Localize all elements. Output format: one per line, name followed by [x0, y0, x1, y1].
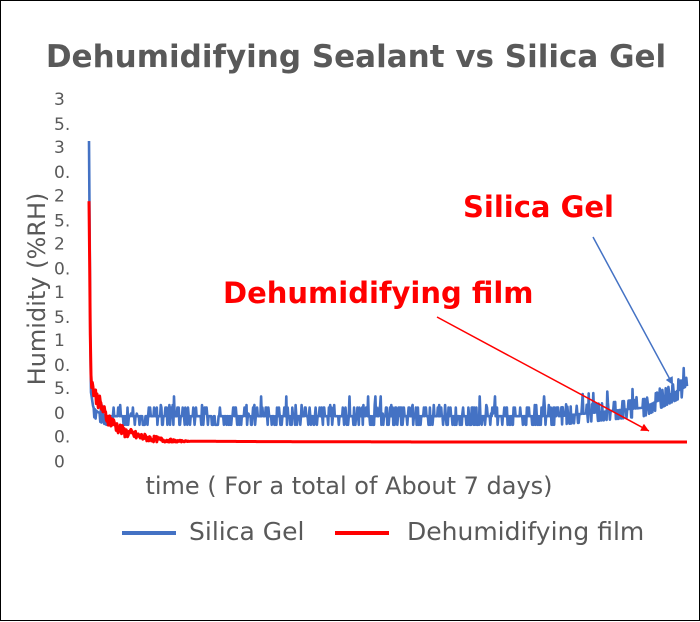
- series-line-dehumidifying-film: [87, 201, 688, 444]
- y-tick-label: 0.: [54, 356, 70, 376]
- y-tick-label: 5.: [54, 115, 70, 135]
- y-tick-label: 0.: [54, 427, 70, 447]
- legend: Silica Gel Dehumidifying film: [122, 517, 644, 546]
- y-tick-label: 5.: [54, 308, 70, 328]
- legend-label: Dehumidifying film: [407, 517, 644, 546]
- annotation-arrow-dehumidifying-film: [436, 316, 650, 432]
- y-tick-label: 2: [54, 235, 65, 255]
- chart-title: Dehumidifying Sealant vs Silica Gel: [46, 39, 666, 75]
- y-axis-title: Humidity (%RH): [23, 193, 51, 386]
- y-tick-label: 1: [54, 331, 65, 351]
- x-axis-title: time ( For a total of About 7 days): [145, 472, 552, 500]
- annotation-dehumidifying-film: Dehumidifying film: [223, 276, 534, 310]
- y-tick-label: 0.: [54, 163, 70, 183]
- plot-area: [87, 140, 689, 444]
- series-line-silica-gel: [87, 140, 689, 427]
- annotation-silica-gel: Silica Gel: [463, 190, 614, 224]
- y-tick-label: 5.: [54, 211, 70, 231]
- legend-item-dehumidifying-film: Dehumidifying film: [335, 517, 644, 546]
- y-tick-label: 5.: [54, 379, 70, 399]
- y-tick-label: 0.: [54, 260, 70, 280]
- annotation-arrow-silica-gel: [592, 236, 674, 386]
- y-axis-ticks: 3 5. 3 0. 2 5. 2 0. 1 5. 1 0. 5. 0 0. 0: [54, 90, 70, 472]
- y-tick-label: 0: [54, 404, 65, 424]
- y-tick-label: 1: [54, 283, 65, 303]
- legend-item-silica-gel: Silica Gel: [122, 517, 304, 546]
- legend-label: Silica Gel: [189, 517, 304, 546]
- y-tick-label: 2: [54, 186, 65, 206]
- annotations: Silica Gel Dehumidifying film: [223, 190, 674, 432]
- y-tick-label: 0: [54, 452, 65, 472]
- y-tick-label: 3: [54, 138, 65, 158]
- y-tick-label: 3: [54, 90, 65, 110]
